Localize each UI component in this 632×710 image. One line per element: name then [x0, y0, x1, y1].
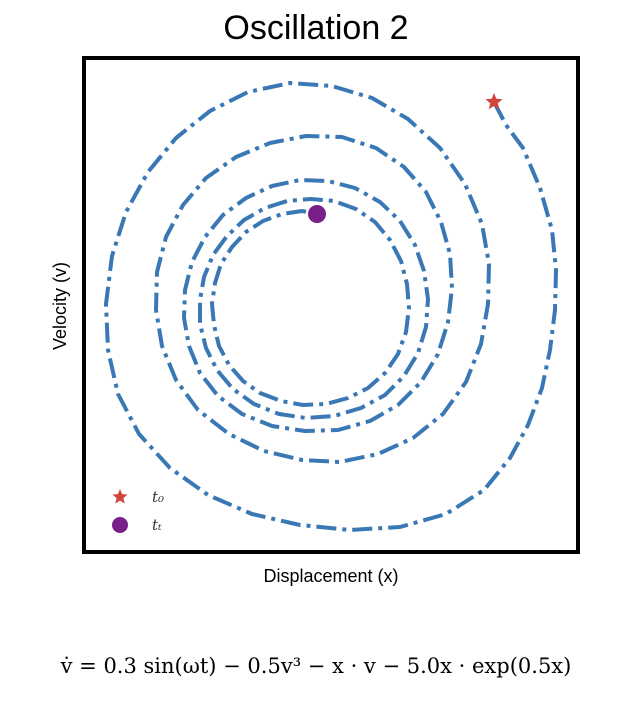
trajectory-line [104, 81, 558, 532]
y-axis-label: Velocity (v) [50, 262, 70, 350]
legend: t₀ tₜ [112, 488, 164, 534]
phase-plot: t₀ tₜ Displacement (x) Velocity (v) [50, 56, 580, 586]
start-marker-t0 [485, 93, 503, 110]
legend-label-tT: tₜ [152, 516, 162, 534]
legend-label-t0: t₀ [152, 488, 164, 506]
legend-circle-marker [112, 517, 128, 533]
equation: v̇ = 0.3 sin(ωt) − 0.5v³ − x · v − 5.0x … [60, 654, 572, 678]
legend-star-marker [112, 489, 128, 504]
x-axis-label: Displacement (x) [263, 566, 398, 586]
trajectory-series [104, 81, 558, 532]
plot-frame [82, 56, 580, 554]
markers [308, 93, 503, 223]
chart-title: Oscillation 2 [223, 9, 409, 47]
end-marker-tT [308, 205, 326, 223]
